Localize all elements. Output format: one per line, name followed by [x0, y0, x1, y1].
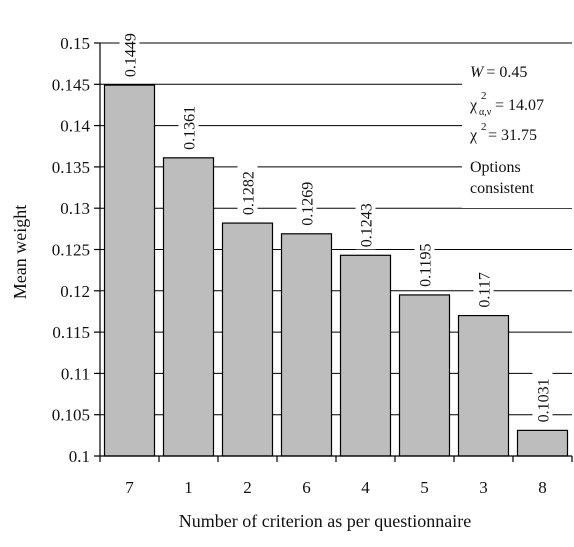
y-tick-label: 0.105: [52, 406, 90, 425]
bar-value-label: 0.1031: [536, 378, 553, 422]
y-tick-label: 0.14: [60, 117, 90, 136]
x-tick-label: 3: [479, 478, 488, 497]
bar-value-label: 0.1243: [359, 203, 376, 247]
bar: [516, 429, 569, 457]
value-label-mask: [237, 161, 258, 218]
annotation-mask: [462, 58, 572, 208]
bar-value-label: 0.1269: [300, 182, 317, 226]
bars: [103, 84, 569, 457]
y-tick-label: 0.145: [52, 75, 90, 94]
y-tick-label: 0.135: [52, 158, 90, 177]
options-consistent-line2: consistent: [470, 180, 535, 197]
svg-text:α,ν: α,ν: [479, 107, 492, 118]
svg-text:χ: χ: [469, 97, 478, 114]
x-tick-label: 8: [538, 478, 547, 497]
y-tick-label: 0.115: [52, 323, 90, 342]
value-label-mask: [296, 171, 317, 228]
svg-text:χ: χ: [469, 127, 478, 144]
kendall-w-annotation: W = 0.45: [470, 64, 527, 81]
x-tick-label: 7: [125, 478, 134, 497]
x-axis-title: Number of criterion as per questionnaire: [179, 511, 471, 531]
bar: [339, 254, 392, 457]
y-axis-title: Mean weight: [10, 205, 30, 299]
svg-text:2: 2: [481, 90, 487, 102]
value-label-mask: [473, 253, 494, 310]
x-tick-label: 2: [243, 478, 252, 497]
x-tick-label: 5: [420, 478, 429, 497]
labels: 0.144970.136110.128220.126960.124340.119…: [52, 33, 553, 497]
chi-square-annotation: χ 2 = 31.75: [469, 121, 537, 144]
bar-value-label: 0.1195: [418, 244, 435, 287]
svg-text:= 31.75: = 31.75: [488, 127, 537, 144]
chi-square-critical-annotation: χ 2 α,ν = 14.07: [469, 90, 544, 118]
y-tick-label: 0.13: [60, 199, 90, 218]
y-tick-label: 0.11: [61, 364, 90, 383]
x-tick-label: 6: [302, 478, 311, 497]
value-label-mask: [119, 23, 140, 80]
bar: [103, 84, 156, 457]
bar-value-label: 0.117: [477, 272, 494, 307]
axes: [94, 42, 573, 462]
bar: [221, 222, 274, 457]
bar: [457, 314, 510, 457]
annotation-background: [119, 23, 572, 425]
value-label-mask: [355, 193, 376, 250]
bar: [280, 233, 333, 457]
x-tick-label: 1: [184, 478, 193, 497]
y-tick-label: 0.125: [52, 241, 90, 260]
y-tick-label: 0.1: [69, 447, 90, 466]
x-tick-label: 4: [361, 478, 370, 497]
y-tick-label: 0.15: [60, 34, 90, 53]
value-label-mask: [178, 95, 199, 152]
value-label-mask: [414, 232, 435, 289]
svg-text:= 14.07: = 14.07: [495, 97, 544, 114]
bar-value-label: 0.1361: [182, 106, 199, 150]
bar-value-label: 0.1282: [241, 171, 258, 215]
y-tick-label: 0.12: [60, 282, 90, 301]
value-label-mask: [532, 368, 553, 425]
statistics-annotation: W = 0.45 χ 2 α,ν = 14.07 χ 2 = 31.75 Opti…: [469, 64, 544, 197]
options-consistent-line1: Options: [470, 159, 521, 176]
svg-text:2: 2: [481, 121, 487, 133]
bar-value-label: 0.1449: [123, 33, 140, 77]
bar: [398, 294, 451, 457]
bar: [162, 157, 215, 457]
